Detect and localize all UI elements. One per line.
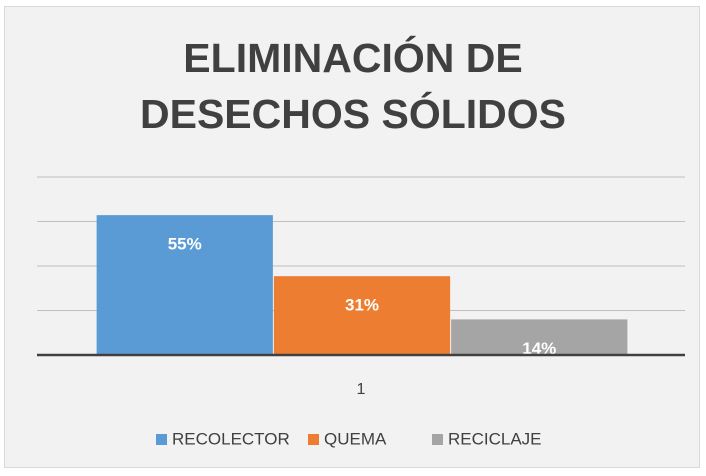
legend-swatch: [308, 434, 319, 445]
data-label: 31%: [345, 296, 379, 315]
data-label: 14%: [522, 339, 556, 358]
legend-swatch: [432, 434, 443, 445]
data-label: 55%: [168, 235, 202, 254]
chart-title: ELIMINACIÓN DE DESECHOS SÓLIDOS: [139, 35, 566, 137]
bar: [273, 276, 451, 355]
legend-label: QUEMA: [324, 429, 387, 448]
bar: [451, 319, 628, 355]
legend-swatch: [156, 434, 167, 445]
legend-label: RECOLECTOR: [172, 429, 290, 448]
bar: [96, 215, 273, 355]
legend-label: RECICLAJE: [448, 429, 542, 448]
x-tick-label: 1: [357, 381, 366, 398]
